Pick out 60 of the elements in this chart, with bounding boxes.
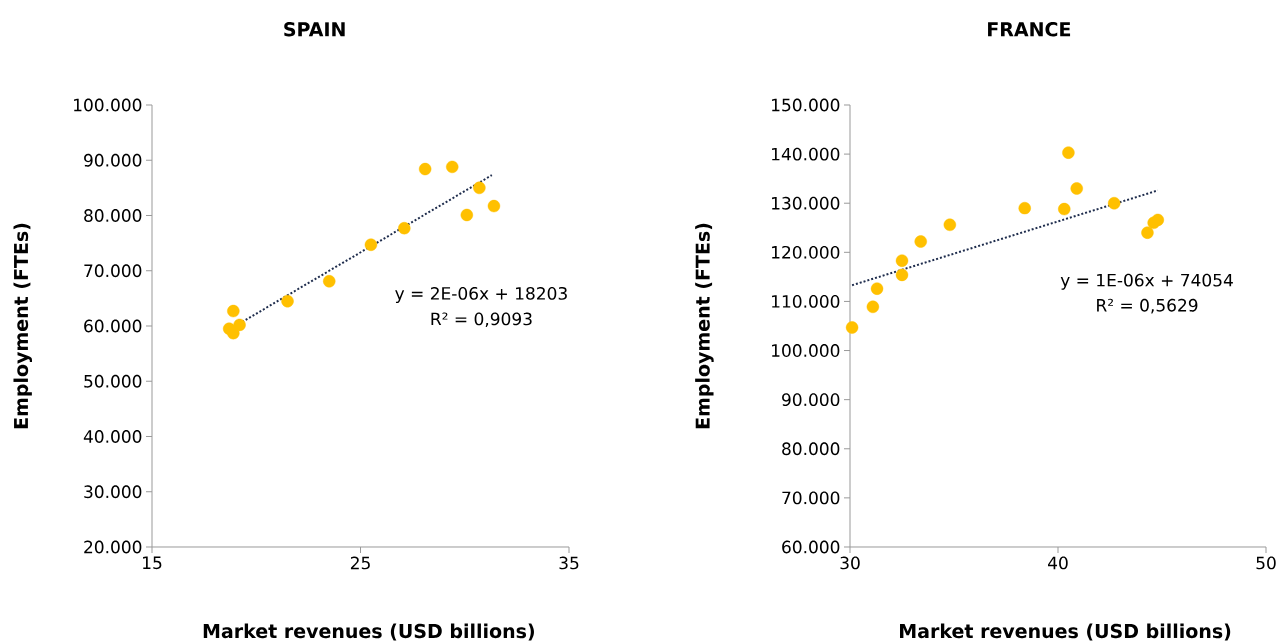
y-tick-label: 130.000 xyxy=(772,196,840,210)
y-tick-label: 70.000 xyxy=(84,264,142,278)
point xyxy=(1018,201,1031,215)
point xyxy=(487,199,501,213)
y-axis-title: Employment (FTEs) xyxy=(13,223,32,429)
point xyxy=(895,268,909,282)
x-tick-label: 40 xyxy=(1048,556,1068,570)
point xyxy=(233,318,246,332)
annotation: y = 1E-06x + 74054 xyxy=(1060,273,1233,290)
point xyxy=(398,222,411,235)
point xyxy=(1151,213,1165,227)
point xyxy=(1070,182,1083,195)
point xyxy=(943,218,957,232)
point xyxy=(281,294,294,308)
y-tick-label: 140.000 xyxy=(772,147,840,161)
x-tick-label: 50 xyxy=(1256,556,1276,570)
point xyxy=(1062,146,1075,159)
point xyxy=(418,162,432,176)
point xyxy=(473,181,486,195)
point xyxy=(866,300,880,314)
x-axis-title: Market revenues (USD billions) xyxy=(203,623,534,641)
y-tick-label: 80.000 xyxy=(782,442,840,456)
x-axis-title: Market revenues (USD billions) xyxy=(900,623,1231,641)
point xyxy=(446,160,459,174)
y-tick-label: 50.000 xyxy=(84,374,142,388)
point xyxy=(845,321,859,334)
y-tick-label: 100.000 xyxy=(772,344,840,357)
y-tick-label: 30.000 xyxy=(84,485,142,499)
y-tick-label: 70.000 xyxy=(782,491,840,505)
y-tick-label: 60.000 xyxy=(782,540,840,554)
annotation: y = 2E-06x + 18203 xyxy=(395,286,567,304)
x-tick-label: 35 xyxy=(559,556,579,570)
y-tick-label: 150.000 xyxy=(772,98,840,112)
chart-title: SPAIN xyxy=(284,22,345,37)
y-tick-label: 80.000 xyxy=(84,209,142,222)
point xyxy=(227,304,240,318)
annotation: R² = 0,5629 xyxy=(1097,298,1198,314)
y-tick-label: 110.000 xyxy=(772,295,840,308)
y-tick-label: 90.000 xyxy=(84,153,142,167)
point xyxy=(914,235,927,248)
y-tick-label: 100.000 xyxy=(74,98,142,112)
chart-title: FRANCE xyxy=(988,22,1071,37)
y-tick-label: 40.000 xyxy=(83,430,142,443)
x-tick-label: 25 xyxy=(350,556,370,570)
y-tick-label: 120.000 xyxy=(772,245,840,259)
point xyxy=(1058,202,1071,216)
y-tick-label: 20.000 xyxy=(84,540,142,554)
y-axis-title: Employment (FTEs) xyxy=(695,223,714,429)
x-tick-label: 15 xyxy=(143,556,162,570)
point xyxy=(323,275,336,288)
point xyxy=(870,282,884,295)
y-tick-label: 60.000 xyxy=(84,319,142,333)
annotation: R² = 0,9093 xyxy=(431,312,532,328)
point xyxy=(460,208,474,222)
x-tick-label: 30 xyxy=(840,556,860,570)
point xyxy=(364,238,378,251)
point xyxy=(895,254,909,267)
point xyxy=(1141,226,1154,239)
y-tick-label: 90.000 xyxy=(782,393,840,407)
point xyxy=(1107,197,1121,210)
